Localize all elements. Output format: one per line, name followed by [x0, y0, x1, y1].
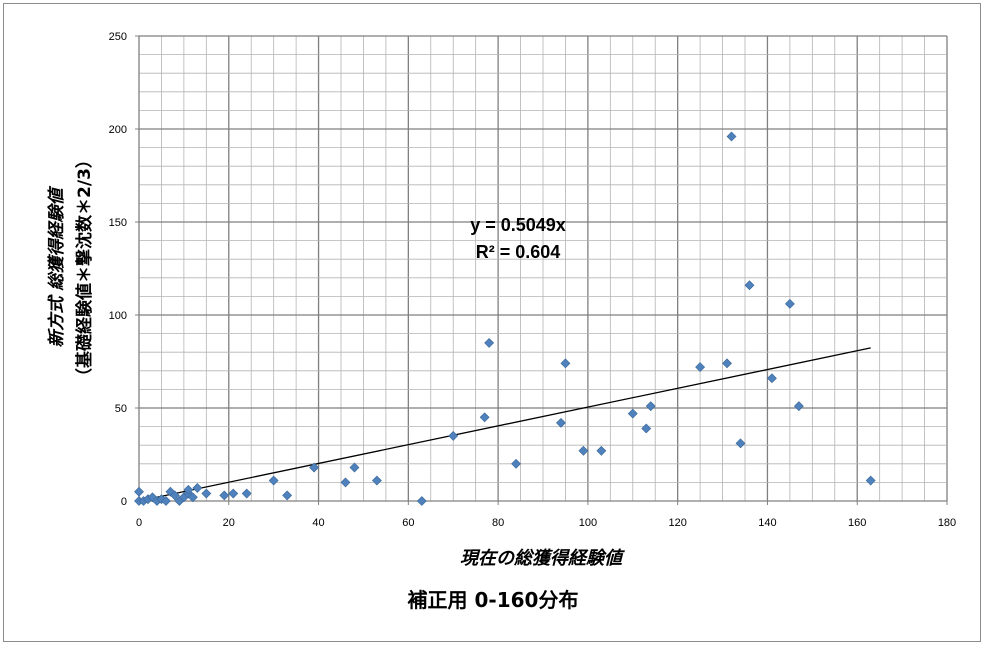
trendline-r-squared: R² = 0.604 [476, 242, 561, 262]
data-point [201, 488, 212, 499]
data-point [479, 412, 490, 423]
axes [135, 35, 948, 505]
grid-lines [138, 35, 948, 502]
data-point [349, 462, 360, 473]
x-tick-label: 100 [579, 517, 597, 529]
x-tick-label: 40 [312, 517, 324, 529]
chart-caption: 補正用 0-160分布 [407, 588, 579, 612]
trendline [138, 347, 871, 502]
y-tick-label: 50 [115, 403, 127, 415]
data-point [484, 337, 495, 348]
trendline-group [138, 347, 871, 502]
data-point [793, 401, 804, 412]
x-tick-label: 120 [668, 517, 686, 529]
data-point [641, 423, 652, 434]
data-point [187, 492, 198, 503]
data-point [735, 438, 746, 449]
y-axis-label: 新方式 総獲得経験値 [47, 186, 67, 348]
data-point [784, 298, 795, 309]
x-tick-label: 160 [848, 517, 866, 529]
x-tick-label: 20 [223, 517, 235, 529]
data-point [645, 401, 656, 412]
data-point [241, 488, 252, 499]
x-tick-label: 80 [492, 517, 504, 529]
y-axis-label-sub: （基礎経験値＊撃沈数＊2/3） [74, 151, 95, 385]
data-point [340, 477, 351, 488]
data-point [511, 458, 521, 469]
data-point [726, 131, 737, 142]
data-point [560, 358, 571, 369]
data-point [596, 445, 607, 456]
x-tick-label: 0 [136, 517, 142, 529]
chart-frame [3, 3, 981, 642]
data-point [309, 462, 319, 473]
data-point [134, 486, 144, 497]
data-point [744, 280, 755, 291]
y-tick-label: 150 [109, 217, 127, 229]
data-point [183, 484, 194, 495]
trendline-equation: y = 0.5049x [470, 215, 566, 235]
data-point [282, 490, 293, 501]
data-point [268, 475, 279, 486]
data-point [448, 430, 459, 441]
data-point [161, 496, 171, 506]
data-point [865, 475, 876, 486]
data-point [219, 490, 230, 501]
data-point [169, 490, 180, 501]
data-point [371, 475, 382, 486]
tick-labels: 0 20 40 60 80 100 120 140 160 180 0 50 100 150 200 250 [109, 31, 957, 529]
data-point [578, 445, 589, 456]
x-tick-label: 140 [758, 517, 776, 529]
data-point [695, 362, 706, 373]
data-point [722, 358, 732, 369]
data-point [416, 496, 427, 506]
data-point [556, 417, 566, 428]
x-tick-label: 180 [938, 517, 956, 529]
data-point [228, 488, 239, 499]
x-tick-label: 60 [402, 517, 414, 529]
data-point [767, 373, 777, 384]
data-point [192, 483, 203, 493]
data-point [627, 408, 638, 419]
data-points [134, 131, 876, 506]
y-tick-label: 250 [109, 31, 127, 43]
y-tick-label: 100 [109, 310, 127, 322]
x-axis-label: 現在の総獲得経験値 [460, 548, 625, 569]
y-tick-label: 0 [121, 496, 127, 508]
y-tick-label: 200 [109, 124, 127, 136]
